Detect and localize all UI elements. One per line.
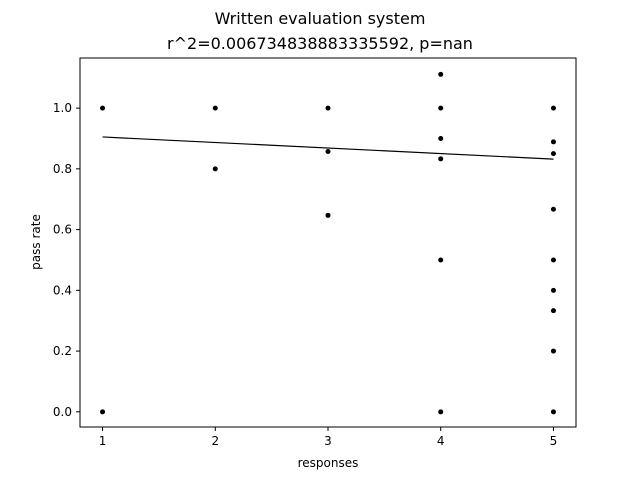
data-point-0 [100,105,106,111]
chart-subtitle: r^2=0.006734838883335592, p=nan [167,34,473,53]
data-point-13 [550,105,556,111]
y-tick-label-4: 0.8 [53,162,72,176]
x-axis-label: responses [298,456,359,470]
data-point-14 [550,139,556,145]
x-axis: 1 2 3 4 5 [99,427,558,448]
data-point-2 [212,105,218,111]
data-point-20 [550,348,556,354]
chart-title: Written evaluation system [215,9,426,28]
x-tick-label-0: 1 [99,434,107,448]
data-point-4 [325,105,331,111]
y-tick-label-0: 0.0 [53,405,72,419]
data-point-12 [438,409,444,415]
data-point-21 [550,409,556,415]
y-tick-label-2: 0.4 [53,283,72,297]
regression-line [102,136,554,160]
data-points [100,71,556,415]
x-tick-label-3: 4 [437,434,445,448]
data-point-15 [550,151,556,157]
x-tick-label-1: 2 [211,434,219,448]
data-point-9 [438,135,444,141]
data-point-1 [100,409,106,415]
data-point-6 [325,212,331,218]
plot-area: 1 2 3 4 5 0.0 0.2 0.4 0.6 0.8 1.0 [53,57,577,448]
y-tick-label-1: 0.2 [53,344,72,358]
data-point-11 [438,257,444,263]
data-point-18 [550,287,556,293]
y-tick-label-3: 0.6 [53,223,72,237]
y-axis-label: pass rate [29,214,43,270]
fit-line-group [102,136,554,160]
data-point-17 [550,257,556,263]
x-tick-label-4: 5 [550,434,558,448]
data-point-16 [550,206,556,212]
data-point-5 [325,149,331,155]
y-axis: 0.0 0.2 0.4 0.6 0.8 1.0 [53,101,80,419]
plot-frame [79,57,577,428]
data-point-19 [550,308,556,314]
y-tick-label-5: 1.0 [53,101,72,115]
data-point-3 [212,166,218,172]
data-point-10 [438,156,444,162]
data-point-8 [438,105,444,111]
x-tick-label-2: 3 [324,434,332,448]
data-point-7 [438,71,444,77]
